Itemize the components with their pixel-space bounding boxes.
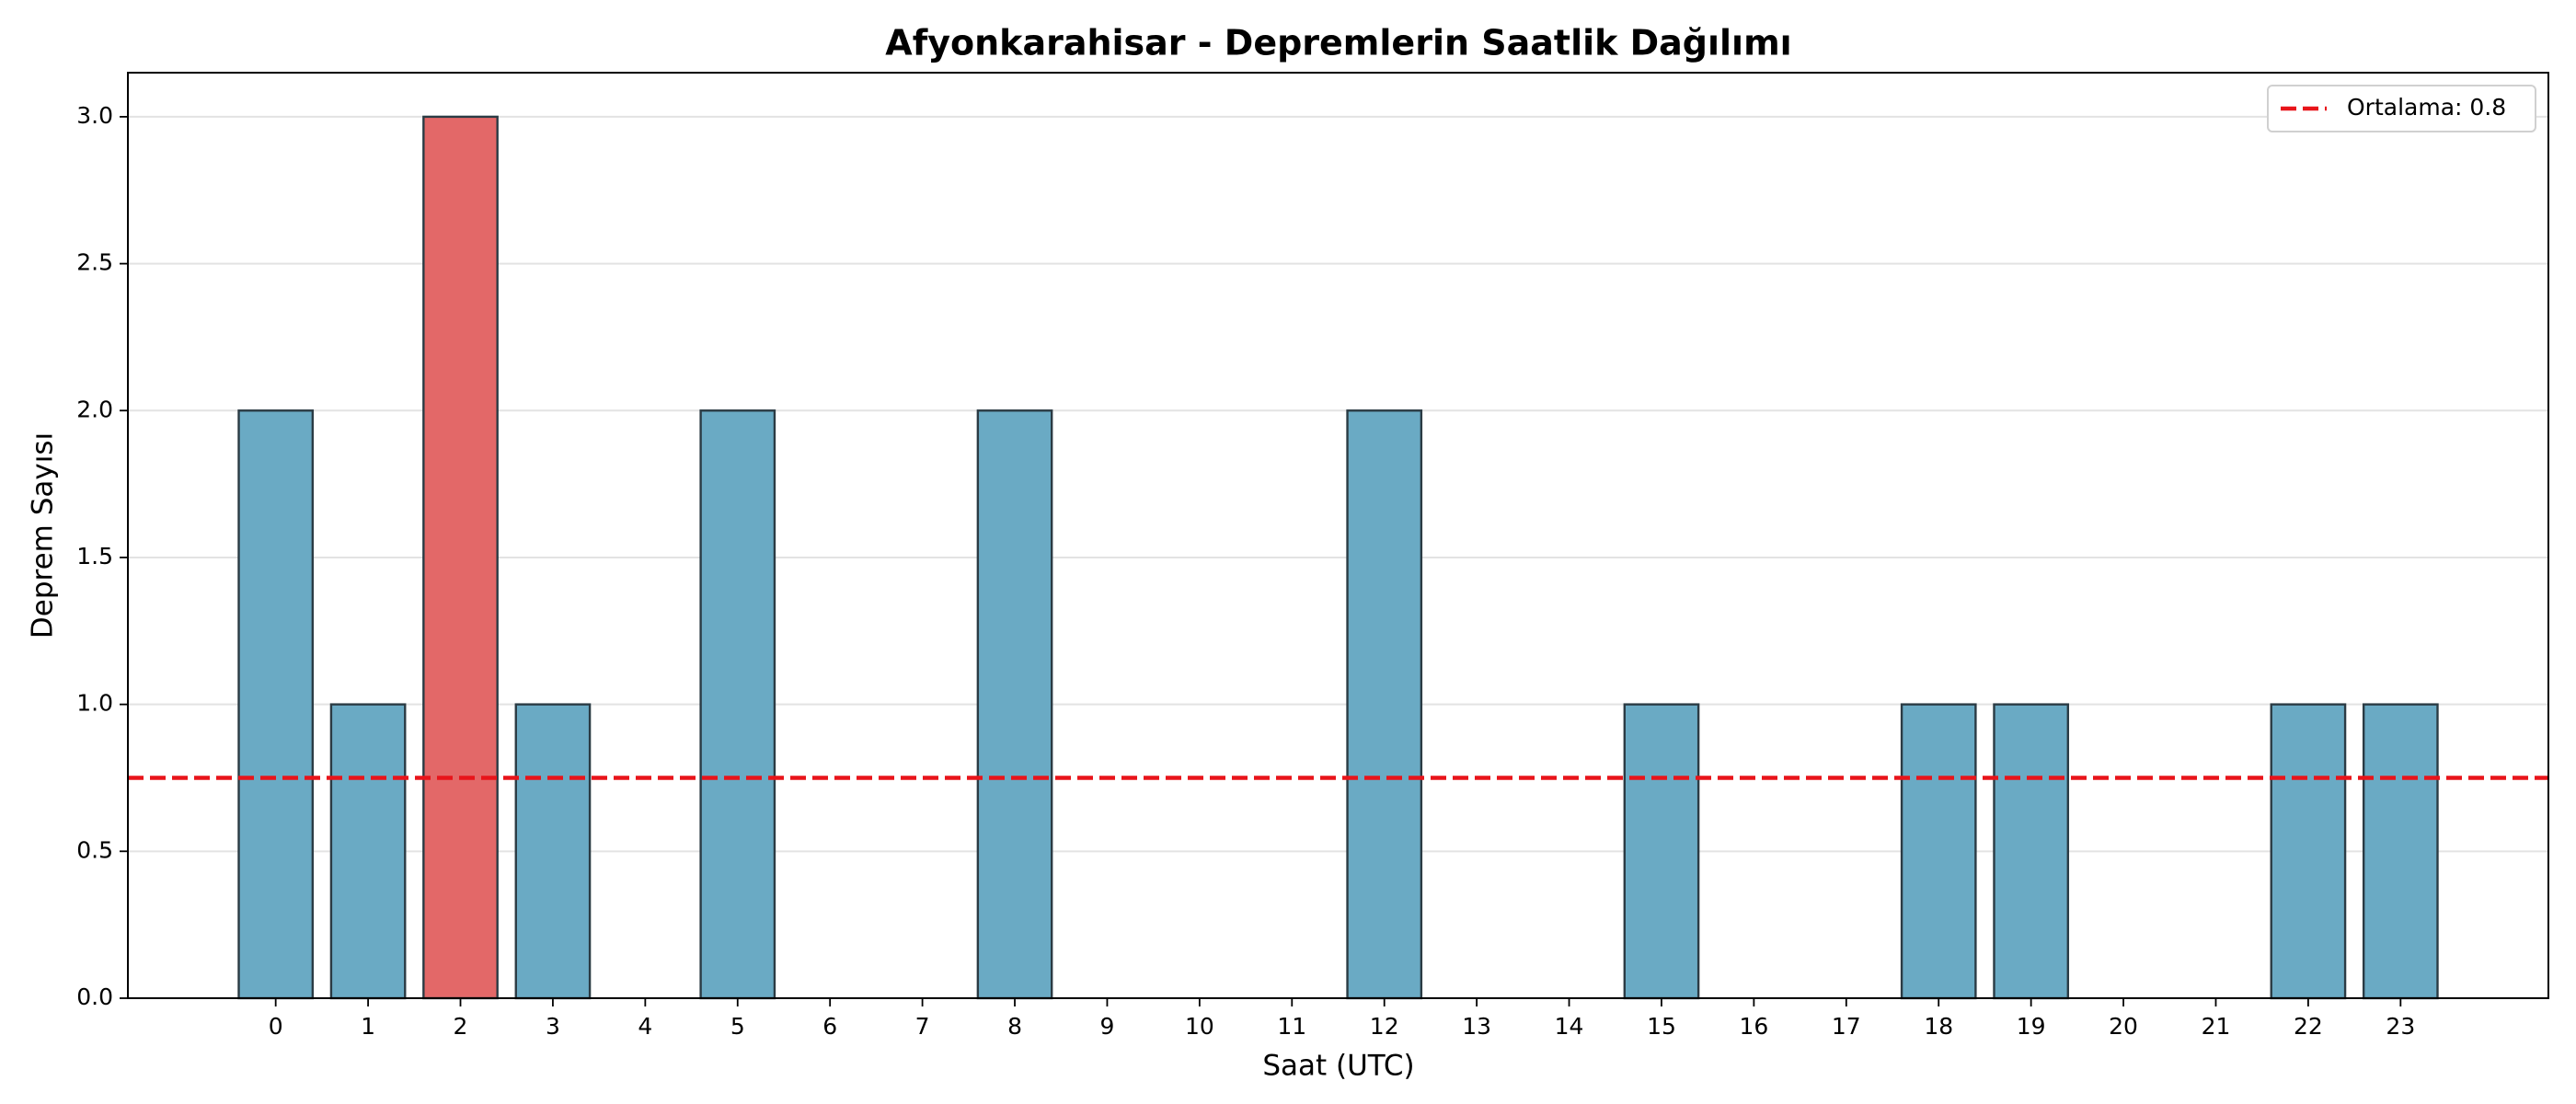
bar: [2362, 703, 2439, 1000]
x-tick-label: 19: [2017, 1013, 2046, 1040]
y-axis-label: Deprem Sayısı: [27, 432, 60, 638]
x-tick-label: 14: [1555, 1013, 1584, 1040]
x-tick-label: 18: [1924, 1013, 1953, 1040]
bar: [514, 703, 592, 1000]
x-tick-label: 12: [1370, 1013, 1399, 1040]
bar: [699, 409, 776, 1000]
bar: [1993, 703, 2070, 1000]
x-tick-label: 15: [1647, 1013, 1676, 1040]
x-tick-label: 22: [2294, 1013, 2323, 1040]
x-tick-label: 5: [730, 1013, 745, 1040]
legend-label: Ortalama: 0.8: [2347, 94, 2506, 121]
x-tick-label: 2: [454, 1013, 468, 1040]
y-tick-label: 0.0: [76, 983, 113, 1010]
y-tick-label: 2.5: [76, 249, 113, 276]
x-tick-label: 6: [822, 1013, 837, 1040]
bar: [976, 409, 1053, 1000]
x-tick-label: 13: [1462, 1013, 1491, 1040]
x-tick-label: 20: [2109, 1013, 2138, 1040]
x-tick-label: 23: [2386, 1013, 2415, 1040]
y-tick-label: 1.5: [76, 543, 113, 569]
x-tick-label: 17: [1832, 1013, 1861, 1040]
x-tick-label: 11: [1277, 1013, 1306, 1040]
bar: [237, 409, 315, 1000]
x-tick-label: 8: [1007, 1013, 1022, 1040]
x-axis-label: Saat (UTC): [1262, 1050, 1414, 1083]
x-tick-label: 3: [546, 1013, 560, 1040]
bar: [422, 115, 499, 1000]
bar: [1623, 703, 1700, 1000]
x-tick-label: 16: [1739, 1013, 1768, 1040]
x-tick-label: 0: [269, 1013, 283, 1040]
x-tick-label: 9: [1099, 1013, 1114, 1040]
y-tick-label: 3.0: [76, 102, 113, 129]
bar: [1900, 703, 1977, 1000]
y-tick-label: 1.0: [76, 690, 113, 717]
y-tick-label: 2.0: [76, 396, 113, 422]
x-tick-label: 7: [915, 1013, 930, 1040]
x-tick-label: 21: [2202, 1013, 2231, 1040]
x-tick-label: 4: [638, 1013, 652, 1040]
bar: [329, 703, 407, 1000]
x-tick-label: 1: [361, 1013, 375, 1040]
bar: [2270, 703, 2347, 1000]
x-tick-label: 10: [1185, 1013, 1214, 1040]
frame: [127, 72, 2549, 999]
legend-box: [2267, 85, 2536, 132]
chart-title: Afyonkarahisar - Depremlerin Saatlik Dağ…: [885, 23, 1791, 63]
bar: [1346, 409, 1423, 1000]
y-tick-label: 0.5: [76, 836, 113, 863]
